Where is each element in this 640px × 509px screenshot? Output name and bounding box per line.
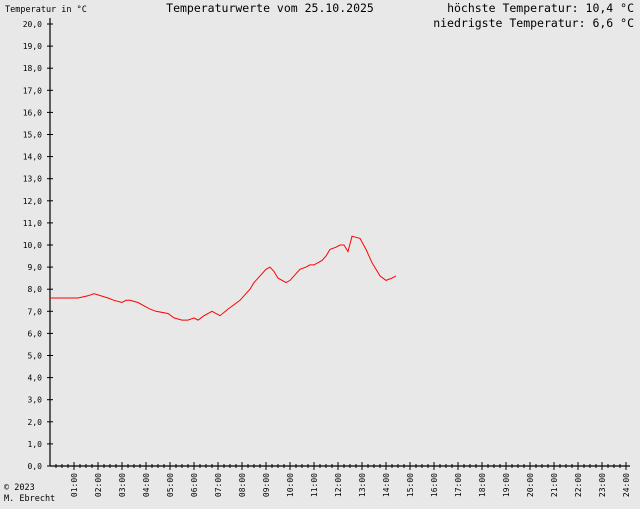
x-tick-label: 14:00 — [382, 473, 391, 497]
x-tick-label: 24:00 — [622, 473, 631, 497]
y-tick-label: 9,0 — [28, 263, 43, 272]
y-tick-label: 17,0 — [23, 86, 42, 95]
y-axis-unit-label: Temperatur in °C — [5, 5, 87, 15]
y-tick-label: 16,0 — [23, 108, 42, 117]
y-tick-label: 4,0 — [28, 374, 43, 383]
y-tick-label: 2,0 — [28, 418, 43, 427]
y-tick-label: 1,0 — [28, 440, 43, 449]
y-tick-label: 7,0 — [28, 307, 43, 316]
y-tick-label: 3,0 — [28, 396, 43, 405]
y-tick-label: 14,0 — [23, 153, 42, 162]
axes: 0,0 1,0 2,0 3,0 4,0 5,0 6,0 7,0 8,0 9,0 10,0 11,0 12… — [23, 18, 631, 497]
y-tick-label: 18,0 — [23, 64, 42, 73]
x-tick-label: 02:00 — [94, 473, 103, 497]
y-tick-label: 8,0 — [28, 285, 43, 294]
x-tick-label: 10:00 — [286, 473, 295, 497]
x-tick-label: 22:00 — [574, 473, 583, 497]
y-tick-label: 6,0 — [28, 329, 43, 338]
temperature-series-line — [50, 235, 397, 321]
x-tick-label: 19:00 — [502, 473, 511, 497]
x-tick-label: 09:00 — [262, 473, 271, 497]
x-tick-label: 12:00 — [334, 473, 343, 497]
data-series — [50, 235, 397, 321]
x-tick-label: 08:00 — [238, 473, 247, 497]
min-temperature-label: niedrigste Temperatur: 6,6 °C — [433, 16, 634, 30]
x-tick-label: 16:00 — [430, 473, 439, 497]
y-tick-label: 11,0 — [23, 219, 42, 228]
author-label: M. Ebrecht — [4, 494, 55, 504]
x-tick-label: 11:00 — [310, 473, 319, 497]
x-tick-label: 04:00 — [142, 473, 151, 497]
x-tick-label: 03:00 — [118, 473, 127, 497]
x-tick-label: 06:00 — [190, 473, 199, 497]
x-tick-label: 21:00 — [550, 473, 559, 497]
y-tick-label: 0,0 — [28, 462, 43, 471]
x-tick-label: 17:00 — [454, 473, 463, 497]
y-tick-label: 15,0 — [23, 131, 42, 140]
y-tick-label: 10,0 — [23, 241, 42, 250]
copyright-label: © 2023 — [4, 483, 35, 493]
x-tick-label: 20:00 — [526, 473, 535, 497]
x-tick-label: 18:00 — [478, 473, 487, 497]
y-tick-label: 5,0 — [28, 352, 43, 361]
y-tick-label: 13,0 — [23, 175, 42, 184]
x-tick-label: 07:00 — [214, 473, 223, 497]
y-tick-label: 12,0 — [23, 197, 42, 206]
x-tick-label: 13:00 — [358, 473, 367, 497]
x-tick-label: 23:00 — [598, 473, 607, 497]
chart-title: Temperaturwerte vom 25.10.2025 — [166, 1, 374, 15]
x-tick-label: 15:00 — [406, 473, 415, 497]
y-tick-label: 20,0 — [23, 20, 42, 29]
max-temperature-label: höchste Temperatur: 10,4 °C — [447, 1, 634, 15]
x-tick-label: 05:00 — [166, 473, 175, 497]
y-tick-label: 19,0 — [23, 42, 42, 51]
x-tick-label: 01:00 — [70, 473, 79, 497]
